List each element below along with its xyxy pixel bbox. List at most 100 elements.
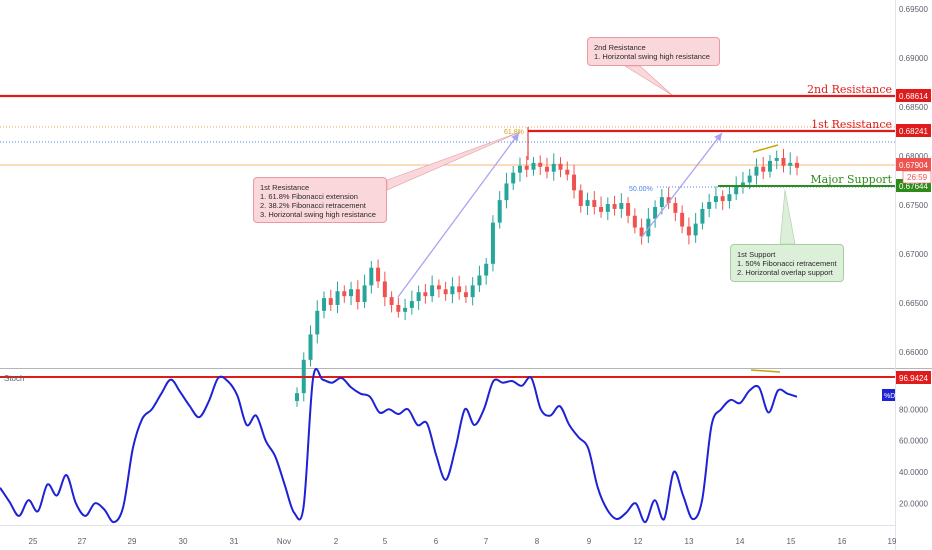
- price-divergence-line: [752, 144, 779, 153]
- level-price-tag-0: [896, 89, 931, 102]
- candle-body: [713, 196, 718, 203]
- level-price-label-0: 0.68614: [899, 92, 928, 101]
- candle-body: [295, 393, 299, 401]
- date-tick-label: 9: [587, 537, 592, 546]
- candle-body: [572, 174, 577, 191]
- candle-body: [585, 200, 590, 206]
- candle-body: [369, 267, 374, 286]
- stoch-tick-label: 40.0000: [899, 468, 928, 477]
- price-axis: 0.69500 0.69000 0.68500 0.68000 0.67500 0.670…: [899, 5, 928, 357]
- candle-body: [788, 162, 793, 166]
- candle-body: [497, 200, 502, 223]
- candle-body: [315, 310, 320, 335]
- date-tick-label: 30: [179, 537, 188, 546]
- candle-body: [443, 289, 448, 295]
- date-tick-label: 27: [78, 537, 87, 546]
- candle-body: [754, 166, 759, 176]
- candle-body: [781, 157, 786, 166]
- candle-body: [436, 285, 441, 290]
- candle-body: [558, 163, 563, 170]
- level-price-tag-1: [896, 124, 931, 137]
- candle-body: [376, 267, 381, 282]
- current-price-tag: [896, 158, 931, 171]
- level-name-1: 1st Resistance: [811, 118, 892, 131]
- price-tick-label: 0.68000: [899, 152, 928, 161]
- candle-body: [734, 185, 739, 195]
- support-resistance-levels: 2nd Resistance 0.68614 1st Resistance 0.682…: [0, 83, 932, 192]
- candle-body: [531, 162, 536, 170]
- candle-body: [673, 203, 678, 213]
- candle-body: [396, 304, 401, 312]
- candle-body: [680, 212, 685, 227]
- candle-body: [349, 289, 354, 297]
- level-name-2: Major Support: [810, 173, 892, 186]
- candle-body: [389, 297, 394, 305]
- date-tick-label: 13: [685, 537, 694, 546]
- fib-extension-arrow-1: [397, 132, 520, 298]
- candle-body: [416, 292, 421, 302]
- candle-body: [322, 298, 327, 311]
- candle-body: [545, 166, 549, 172]
- candle-body: [666, 197, 671, 204]
- candle-body: [619, 203, 624, 209]
- date-tick-label: 31: [230, 537, 239, 546]
- candle-body: [767, 160, 772, 172]
- date-tick-label: 2: [334, 537, 339, 546]
- level-name-0: 2nd Resistance: [807, 83, 892, 96]
- stoch-value-tag: [896, 371, 931, 384]
- candle-body: [659, 197, 664, 207]
- candle-body: [504, 183, 509, 201]
- candle-body: [355, 289, 360, 303]
- candle-body: [524, 165, 529, 170]
- candle-body: [511, 172, 516, 184]
- date-axis: 252726293031Nov256789121314151619: [29, 537, 897, 546]
- candle-body: [328, 298, 333, 305]
- fib-extension-arrow-2: [640, 132, 723, 239]
- candle-body: [720, 196, 725, 202]
- stoch-divergence-line: [750, 369, 781, 373]
- candle-body: [693, 223, 698, 236]
- candle-body: [700, 208, 705, 224]
- candle-body: [477, 275, 482, 286]
- price-panel: [0, 0, 895, 368]
- date-tick-label: Nov: [277, 537, 291, 546]
- stoch-d-line: [0, 368, 798, 524]
- note-1st-support: 1st Support 1. 50% Fibonacci retracement…: [730, 244, 844, 282]
- stoch-tick-label: 80.0000: [899, 405, 928, 414]
- candle-body: [565, 169, 570, 175]
- candle-body: [740, 182, 745, 186]
- candle-body: [626, 203, 631, 216]
- candle-body: [470, 285, 475, 298]
- price-tick-label: 0.69000: [899, 54, 928, 63]
- price-tick-label: 0.69500: [899, 5, 928, 14]
- fib-50-label: 50.00%: [629, 186, 653, 193]
- date-tick-label: 16: [838, 537, 847, 546]
- date-tick-label: 25: [29, 537, 38, 546]
- candle-body: [409, 301, 414, 308]
- stoch-value-label: 96.9424: [899, 374, 928, 383]
- price-tick-label: 0.66000: [899, 348, 928, 357]
- stochastic-panel: 80.0000 60.0000 40.0000 20.0000 96.9424 %D: [0, 368, 931, 524]
- candle-body: [774, 157, 779, 161]
- candle-body: [335, 291, 340, 305]
- date-tick-label: 5: [383, 537, 388, 546]
- price-tick-label: 0.66500: [899, 299, 928, 308]
- candle-body: [599, 206, 604, 212]
- candle-body: [639, 227, 644, 237]
- candle-body: [605, 204, 610, 212]
- candle-body: [308, 334, 313, 360]
- candle-body: [463, 292, 468, 298]
- date-tick-label: 14: [736, 537, 745, 546]
- candle-body: [423, 292, 428, 297]
- date-tick-label: 12: [634, 537, 643, 546]
- candle-body: [592, 200, 597, 207]
- candle-body: [632, 215, 637, 228]
- note-pointer-2nd-resistance: [623, 65, 673, 96]
- candle-body: [761, 166, 766, 172]
- candle-body: [403, 307, 408, 312]
- candle-body: [362, 285, 367, 303]
- current-price-label: 0.67904: [899, 161, 928, 170]
- countdown-box: [902, 170, 932, 184]
- price-tick-label: 0.67500: [899, 201, 928, 210]
- stoch-series-tag: [882, 389, 895, 401]
